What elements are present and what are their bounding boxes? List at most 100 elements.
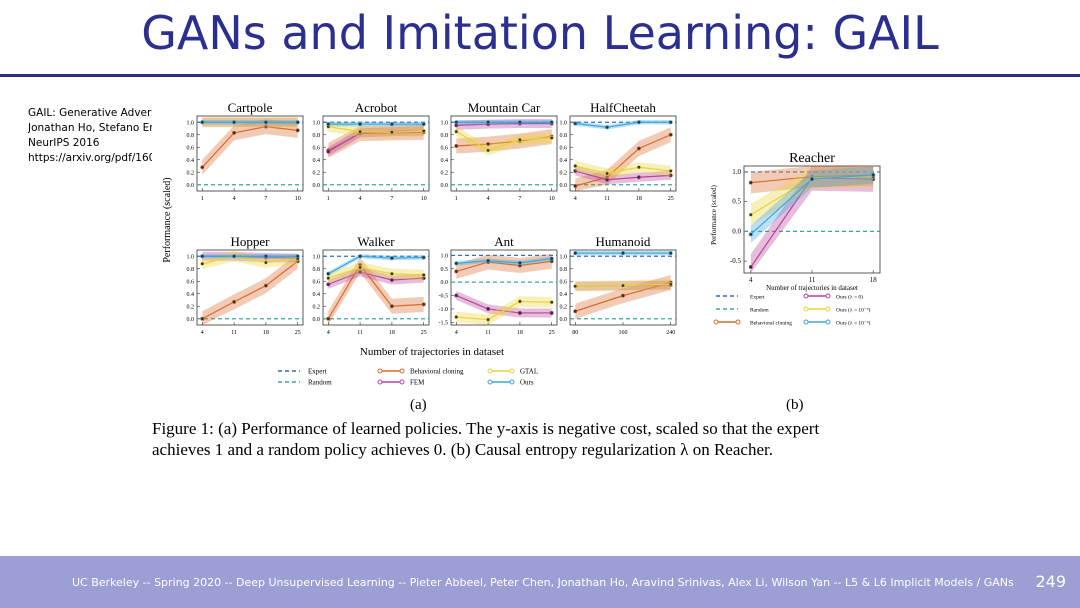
data-point (573, 284, 578, 289)
y-tick-label: 1.0 (560, 120, 568, 126)
data-point (517, 120, 522, 125)
series-line (328, 271, 424, 285)
data-point (421, 122, 426, 127)
series-band (456, 129, 552, 154)
x-tick-label: 4 (359, 196, 362, 202)
x-tick-label: 80 (572, 330, 578, 336)
data-point (358, 129, 363, 134)
data-point (668, 120, 673, 125)
data-point (326, 276, 331, 281)
x-tick-label: 240 (666, 330, 675, 336)
data-point (549, 300, 554, 305)
data-point (421, 129, 426, 134)
data-point (573, 309, 578, 314)
series-line (327, 263, 424, 320)
x-tick-label: 4 (487, 196, 490, 202)
data-point (636, 165, 641, 170)
y-tick-label: 0.2 (560, 170, 568, 176)
series-line (328, 255, 424, 275)
data-point (263, 260, 268, 265)
data-point (295, 120, 300, 125)
series-band (575, 160, 671, 179)
series-line (202, 255, 298, 265)
series-band (750, 166, 874, 226)
x-tick-label: 4 (749, 276, 753, 284)
data-point (573, 184, 578, 189)
y-tick-label: 0.4 (313, 292, 321, 298)
legend-marker (803, 319, 809, 325)
series-band (328, 254, 424, 276)
data-point (326, 282, 331, 287)
data-point (620, 251, 625, 256)
series-line (328, 266, 424, 279)
x-tick-label: 18 (517, 330, 523, 336)
data-point (454, 314, 459, 319)
x-tick-label: 7 (264, 196, 267, 202)
legend-marker (825, 306, 831, 312)
data-point (486, 148, 491, 153)
title-underline (0, 74, 1080, 77)
x-tick-label: 4 (201, 330, 204, 336)
data-point (668, 282, 673, 287)
legend-label: GTAL (520, 368, 538, 376)
legend-marker (399, 368, 405, 374)
legend-label: Ours (λ = 0) (836, 294, 863, 301)
series-line (202, 260, 299, 320)
x-tick-label: 4 (233, 196, 236, 202)
subplot-title: Acrobot (355, 100, 398, 115)
data-point (486, 142, 491, 147)
data-point (421, 302, 426, 307)
y-tick-label: 0.4 (187, 158, 195, 164)
data-point (200, 316, 205, 321)
data-point (263, 254, 268, 259)
x-tick-label: 11 (809, 276, 816, 284)
data-point (326, 271, 331, 276)
x-tick-label: 11 (604, 196, 610, 202)
series-line (456, 257, 552, 264)
x-tick-label: 25 (421, 330, 427, 336)
data-point (326, 316, 331, 321)
legend-label: Ours (λ = 10⁻²) (836, 320, 870, 327)
data-point (358, 122, 363, 127)
series-band (575, 166, 671, 185)
series-band (456, 126, 552, 156)
x-tick-label: 4 (327, 330, 330, 336)
series-band (202, 251, 298, 269)
y-tick-label: 0.2 (560, 304, 568, 310)
legend-marker (509, 379, 515, 385)
legend-label: Expert (750, 295, 765, 301)
series-line (455, 131, 552, 152)
legend-label: Random (308, 379, 332, 387)
legend-marker (803, 293, 809, 299)
citation-link[interactable]: https://arxiv.org/pdf/160 (28, 152, 152, 164)
data-point (517, 310, 522, 315)
citation-line: GAIL: Generative Advers (28, 107, 152, 119)
series-line (456, 260, 552, 273)
data-point (573, 121, 578, 126)
data-point (668, 169, 673, 174)
legend-marker (803, 306, 809, 312)
data-point (263, 124, 268, 129)
x-tick-label: 4 (574, 196, 577, 202)
y-tick-label: 0.6 (187, 279, 195, 285)
x-tick-label: 7 (390, 196, 393, 202)
data-point (573, 251, 578, 256)
x-tick-label: 4 (455, 330, 458, 336)
series-band (328, 126, 424, 157)
subplot-title: Ant (494, 234, 514, 249)
citation-block: GAIL: Generative Advers Jonathan Ho, Ste… (28, 106, 152, 166)
y-tick-label: 0.5 (441, 267, 449, 273)
y-tick-label: 0.4 (560, 292, 568, 298)
y-tick-label: 0.8 (560, 133, 568, 139)
caption-line-1: Figure 1: (a) Performance of learned pol… (152, 419, 820, 438)
y-tick-label: 0.6 (560, 279, 568, 285)
series-line (456, 122, 552, 126)
data-point (200, 254, 205, 259)
panel-b-label: (b) (786, 397, 804, 413)
figure-panels: Cartpole 0.0 0.2 0.4 0.6 0.8 1.0 1 4 7 10 Acrobot 0.… (162, 100, 881, 387)
y-tick-label: 1.0 (560, 254, 568, 260)
data-point (517, 137, 522, 142)
series-line (328, 126, 424, 133)
y-tick-label: 0.6 (441, 145, 449, 151)
y-tick-label: 0.6 (313, 279, 321, 285)
